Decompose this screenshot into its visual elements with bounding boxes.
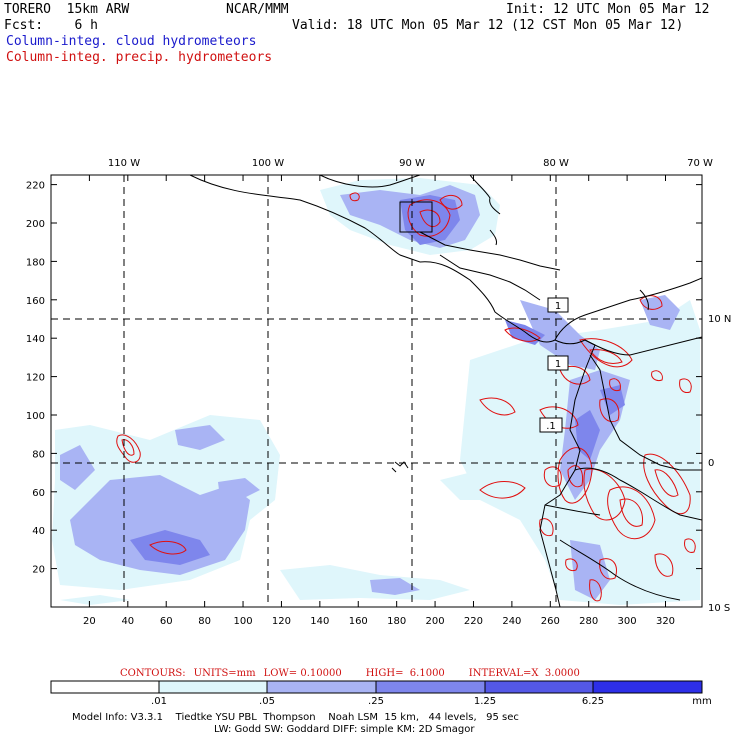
longitude-label: 70 W xyxy=(687,158,713,169)
y-tick-label: 20 xyxy=(32,565,45,576)
x-tick-label: 100 xyxy=(233,616,252,627)
colorbar-swatch xyxy=(266,680,377,694)
x-tick-label: 80 xyxy=(198,616,211,627)
x-tick-label: 20 xyxy=(83,616,96,627)
x-tick-label: 240 xyxy=(502,616,521,627)
forecast-hour: Fcst: 6 h xyxy=(4,18,98,33)
y-tick-label: 100 xyxy=(26,411,45,422)
x-tick-label: 300 xyxy=(618,616,637,627)
contour-interval: INTERVAL=X 3.0000 xyxy=(468,668,580,679)
colorbar-level-1: .01 xyxy=(151,696,167,707)
colorbar-level-2: .05 xyxy=(259,696,275,707)
y-tick-label: 80 xyxy=(32,449,45,460)
x-tick-label: 280 xyxy=(579,616,598,627)
field-precip-label: Column-integ. precip. hydrometeors xyxy=(6,50,273,65)
model-info-line1: Model Info: V3.3.1 Tiedtke YSU PBL Thomp… xyxy=(72,712,519,723)
y-tick-label: 60 xyxy=(32,488,45,499)
colorbar-swatch xyxy=(50,680,160,694)
precip-contours xyxy=(116,192,696,602)
y-tick-label: 220 xyxy=(26,181,45,192)
x-tick-label: 120 xyxy=(272,616,291,627)
graticule xyxy=(51,175,702,607)
longitude-label: 100 W xyxy=(252,158,284,169)
colorbar-swatch xyxy=(158,680,268,694)
colorbar-unit: mm xyxy=(692,696,712,707)
contour-low: LOW= 0.10000 xyxy=(263,668,342,679)
colorbar-swatch xyxy=(375,680,486,694)
longitude-label: 110 W xyxy=(108,158,140,169)
colorbar-level-5: 6.25 xyxy=(581,696,605,707)
colorbar-level-3: .25 xyxy=(368,696,384,707)
latitude-label: 10 N xyxy=(708,314,731,325)
x-tick-label: 220 xyxy=(464,616,483,627)
valid-time: Valid: 18 UTC Mon 05 Mar 12 (12 CST Mon … xyxy=(292,18,684,33)
model-info-line2: LW: Godd SW: Goddard DIFF: simple KM: 2D… xyxy=(214,724,475,735)
y-tick-label: 40 xyxy=(32,526,45,537)
contour-units: UNITS=mm xyxy=(193,668,256,679)
contour-high: HIGH= 6.1000 xyxy=(365,668,445,679)
plot-frame xyxy=(50,174,703,608)
station-label-1: 1 xyxy=(555,301,561,312)
init-time: Init: 12 UTC Mon 05 Mar 12 xyxy=(506,2,710,17)
coastlines xyxy=(189,175,702,607)
colorbar-swatch xyxy=(592,680,703,694)
x-tick-label: 180 xyxy=(387,616,406,627)
contour-info: CONTOURS: UNITS=mm LOW= 0.10000 HIGH= 6.100… xyxy=(120,668,604,679)
x-axis: 20 40 60 80 100 120 140 160 180 200 220 240 260 280 30… xyxy=(83,175,675,627)
x-tick-label: 40 xyxy=(121,616,134,627)
station-markers: 1 1 .1 xyxy=(539,297,569,433)
field-cloud-label: Column-integ. cloud hydrometeors xyxy=(6,34,257,49)
y-tick-label: 140 xyxy=(26,334,45,345)
x-tick-label: 320 xyxy=(656,616,675,627)
organization: NCAR/MMM xyxy=(226,2,289,17)
latitude-label: 10 S xyxy=(708,603,730,614)
y-tick-label: 180 xyxy=(26,257,45,268)
longitude-label: 90 W xyxy=(399,158,425,169)
contour-label: CONTOURS: xyxy=(120,668,186,679)
model-title: TORERO 15km ARW xyxy=(4,2,130,17)
y-tick-label: 200 xyxy=(26,219,45,230)
longitude-labels: 110 W 100 W 90 W 80 W 70 W xyxy=(108,158,713,169)
colorbar xyxy=(50,680,703,694)
latitude-label: 0 xyxy=(708,458,714,469)
x-tick-label: 260 xyxy=(541,616,560,627)
station-label-2: 1 xyxy=(555,359,561,370)
y-tick-label: 120 xyxy=(26,373,45,384)
y-tick-label: 160 xyxy=(26,296,45,307)
station-label-3: .1 xyxy=(546,421,556,432)
longitude-label: 80 W xyxy=(543,158,569,169)
colorbar-level-4: 1.25 xyxy=(473,696,497,707)
x-tick-label: 60 xyxy=(160,616,173,627)
x-tick-label: 200 xyxy=(426,616,445,627)
latitude-labels: 10 N 0 10 S xyxy=(708,314,731,614)
y-axis: 220 200 180 160 140 120 100 80 60 40 20 xyxy=(26,181,702,576)
colorbar-swatch xyxy=(484,680,594,694)
x-tick-label: 160 xyxy=(349,616,368,627)
x-tick-label: 140 xyxy=(310,616,329,627)
